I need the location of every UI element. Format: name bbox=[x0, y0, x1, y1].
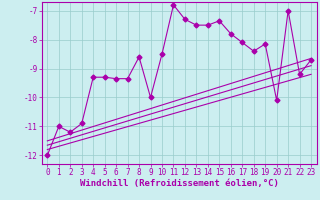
X-axis label: Windchill (Refroidissement éolien,°C): Windchill (Refroidissement éolien,°C) bbox=[80, 179, 279, 188]
